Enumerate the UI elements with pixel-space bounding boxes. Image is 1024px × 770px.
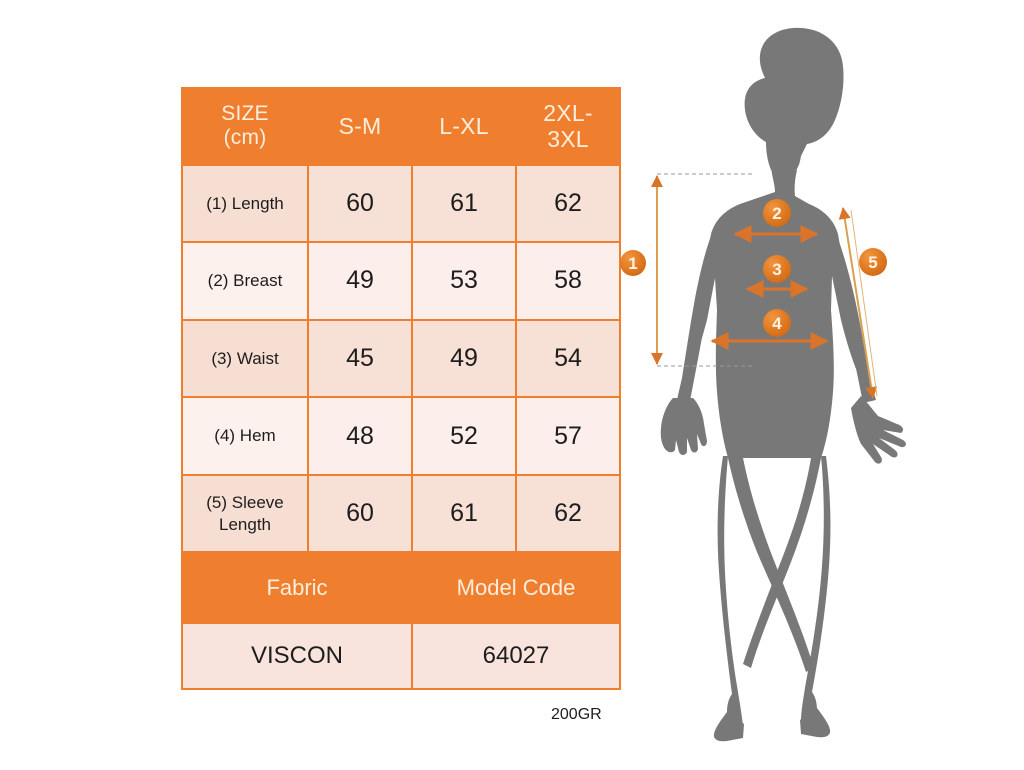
table-row: (4) Hem 48 52 57 [181,396,621,476]
cell-hem-sm: 48 [307,396,413,476]
measurement-figure-panel: 1 2 3 4 5 [615,20,1015,750]
marker-badge-3-label: 3 [772,260,781,279]
cell-waist-sm: 45 [307,318,413,399]
table-header-row: SIZE (cm) S-M L-XL 2XL- 3XL [181,87,621,166]
cell-length-lxl: 61 [411,163,517,244]
header-col-sm: S-M [307,87,413,166]
row-label-length: (1) Length [181,163,309,244]
marker-badge-3: 3 [763,255,791,283]
marker-badge-1-label: 1 [628,254,637,273]
footer-value-model-code: 64027 [411,621,621,691]
header-size-label: SIZE (cm) [181,87,309,166]
marker-badge-1: 1 [620,250,646,276]
cell-sleeve-lxl: 61 [411,473,517,554]
row-label-breast: (2) Breast [181,241,309,321]
cell-waist-2xl3xl: 54 [515,318,621,399]
cell-length-sm: 60 [307,163,413,244]
row-label-sleeve-length: (5) Sleeve Length [181,473,309,554]
marker-badge-4: 4 [763,309,791,337]
table-row: (5) Sleeve Length 60 61 62 [181,473,621,554]
cell-breast-sm: 49 [307,241,413,321]
cell-sleeve-2xl3xl: 62 [515,473,621,554]
row-label-hem: (4) Hem [181,396,309,476]
measure-line-sleeve [838,207,878,399]
footer-header-model-code: Model Code [411,551,621,624]
footer-header-row: Fabric Model Code [181,551,621,624]
footer-value-row: VISCON 64027 [181,621,621,691]
header-size-line2: (cm) [223,126,267,150]
marker-badge-5: 5 [859,248,887,276]
cell-waist-lxl: 49 [411,318,517,399]
cell-length-2xl3xl: 62 [515,163,621,244]
footer-header-fabric: Fabric [181,551,413,624]
marker-badge-4-label: 4 [772,314,782,333]
cell-breast-2xl3xl: 58 [515,241,621,321]
female-body-silhouette [660,27,906,742]
size-chart-table: SIZE (cm) S-M L-XL 2XL- 3XL (1) Length 6… [181,87,621,691]
row-label-sleeve-line1: (5) Sleeve [206,493,284,513]
header-size-line1: SIZE [221,102,269,126]
footer-value-fabric: VISCON [181,621,413,691]
cell-hem-lxl: 52 [411,396,517,476]
cell-sleeve-sm: 60 [307,473,413,554]
row-label-waist: (3) Waist [181,318,309,399]
row-label-sleeve-line2: Length [219,514,271,534]
garment-weight-note: 200GR [551,706,602,723]
header-col-2xl3xl: 2XL- 3XL [515,87,621,166]
table-row: (3) Waist 45 49 54 [181,318,621,399]
measure-line-length [651,173,755,367]
table-row: (2) Breast 49 53 58 [181,241,621,321]
header-col-2xl3xl-line1: 2XL- [543,99,593,126]
header-col-2xl3xl-line2: 3XL [547,126,589,153]
marker-badge-5-label: 5 [868,253,877,272]
header-col-lxl: L-XL [411,87,517,166]
cell-breast-lxl: 53 [411,241,517,321]
table-row: (1) Length 60 61 62 [181,163,621,244]
cell-hem-2xl3xl: 57 [515,396,621,476]
marker-badge-2: 2 [763,199,791,227]
marker-badge-2-label: 2 [772,204,781,223]
